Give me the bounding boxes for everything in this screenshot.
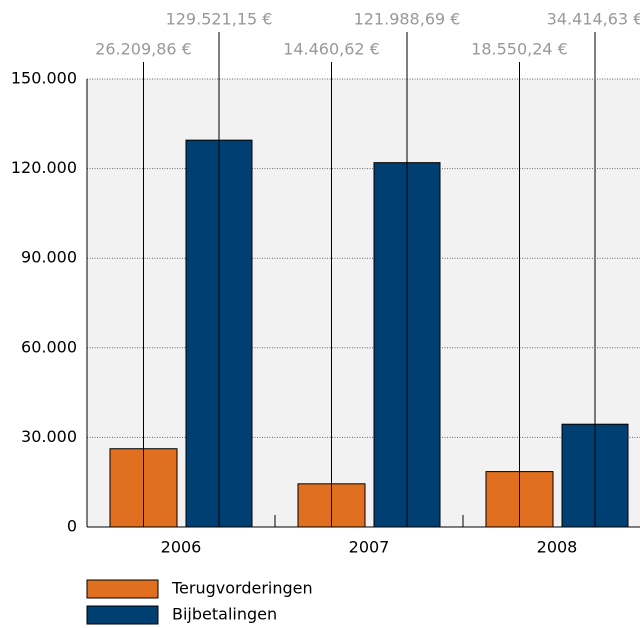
plot-background: [87, 79, 640, 527]
x-tick-label: 2006: [161, 538, 202, 557]
y-tick-label: 150.000: [11, 69, 77, 88]
legend-label: Bijbetalingen: [172, 605, 277, 624]
value-label: 26.209,86 €: [95, 40, 192, 59]
value-label: 14.460,62 €: [283, 40, 380, 59]
y-tick-label: 0: [67, 517, 77, 536]
y-tick-label: 30.000: [21, 427, 77, 446]
value-label: 34.414,63 €: [547, 10, 640, 29]
legend-swatch: [86, 579, 159, 599]
value-label: 121.988,69 €: [354, 10, 461, 29]
y-tick-label: 120.000: [11, 158, 77, 177]
x-tick-label: 2008: [537, 538, 578, 557]
legend-label: Terugvorderingen: [171, 579, 313, 598]
value-label: 129.521,15 €: [166, 10, 273, 29]
y-tick-label: 90.000: [21, 248, 77, 267]
x-tick-label: 2007: [349, 538, 390, 557]
value-label: 18.550,24 €: [471, 40, 568, 59]
y-tick-label: 60.000: [21, 337, 77, 356]
legend-swatch: [86, 605, 159, 625]
